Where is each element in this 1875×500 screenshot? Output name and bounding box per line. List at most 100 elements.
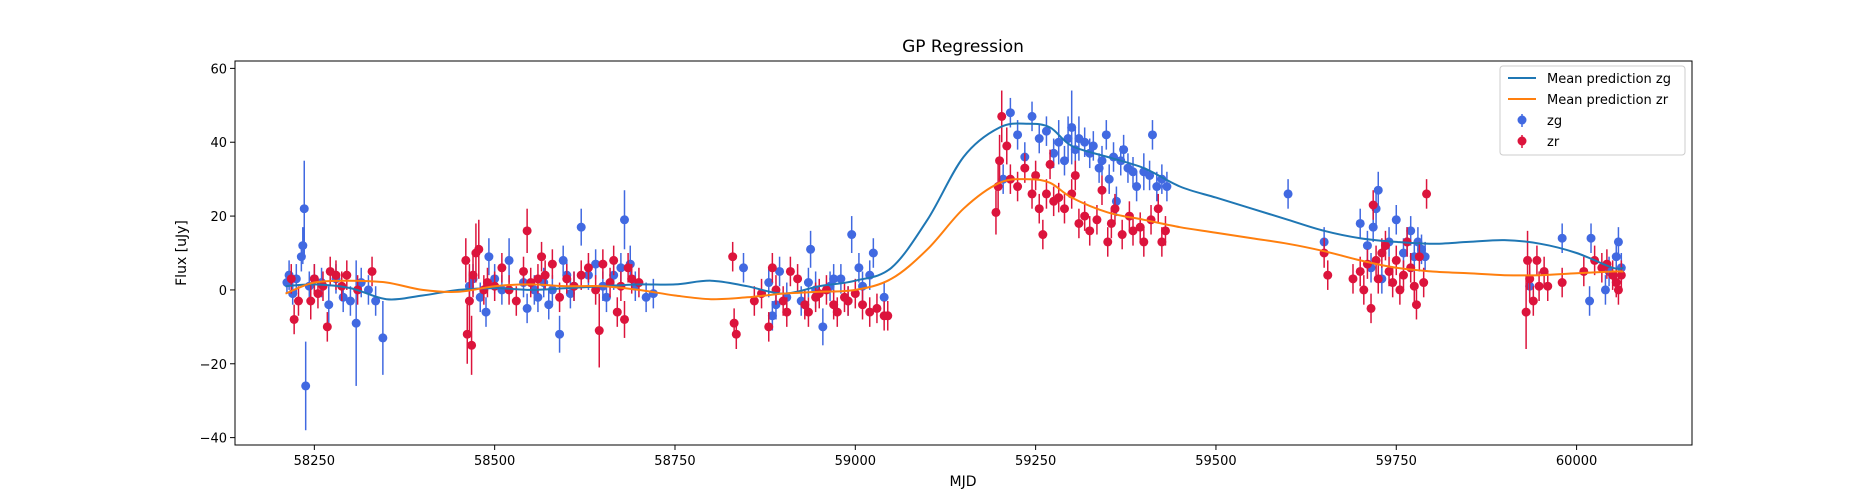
- x-axis-label: MJD: [950, 474, 977, 490]
- data-point: [1027, 189, 1037, 199]
- data-point: [1013, 130, 1023, 140]
- data-point: [289, 314, 299, 324]
- data-point: [511, 296, 521, 306]
- data-point: [1373, 185, 1383, 195]
- data-point: [1366, 303, 1376, 313]
- data-point: [601, 292, 611, 302]
- data-point: [537, 252, 547, 262]
- x-tick-label: 58500: [474, 454, 515, 469]
- x-tick-label: 59000: [835, 454, 876, 469]
- data-point: [1523, 255, 1533, 265]
- data-point: [298, 241, 308, 251]
- data-point: [1085, 226, 1095, 236]
- data-point: [865, 307, 875, 317]
- data-point: [1088, 141, 1098, 151]
- data-point: [481, 307, 491, 317]
- data-point: [1110, 204, 1120, 214]
- y-tick-label: 60: [210, 62, 227, 77]
- data-point: [1323, 270, 1333, 280]
- data-point: [474, 244, 484, 254]
- data-point: [782, 307, 792, 317]
- data-point: [767, 263, 777, 273]
- data-point: [793, 274, 803, 284]
- data-point: [1092, 215, 1102, 225]
- data-point: [1054, 193, 1064, 203]
- data-point: [1104, 174, 1114, 184]
- data-point: [309, 274, 319, 284]
- data-point: [1373, 274, 1383, 284]
- data-point: [462, 329, 472, 339]
- data-point: [378, 333, 388, 343]
- data-point: [324, 300, 334, 310]
- data-point: [619, 215, 629, 225]
- data-point: [1600, 285, 1610, 295]
- data-point: [1557, 233, 1567, 243]
- chart-title: GP Regression: [902, 37, 1024, 57]
- data-point: [565, 289, 575, 299]
- data-point: [1059, 204, 1069, 214]
- plot-frame: [234, 60, 1693, 446]
- data-point: [1117, 230, 1127, 240]
- data-point: [322, 322, 332, 332]
- line-mean-prediction-zr: [285, 178, 1624, 301]
- data-point: [1101, 130, 1111, 140]
- data-point: [293, 296, 303, 306]
- data-point: [764, 278, 774, 288]
- data-point: [286, 274, 296, 284]
- data-point: [764, 322, 774, 332]
- data-point: [497, 263, 507, 273]
- data-point: [1049, 148, 1059, 158]
- data-point: [1157, 237, 1167, 247]
- data-point: [1406, 226, 1416, 236]
- data-point: [858, 300, 868, 310]
- data-point: [351, 318, 361, 328]
- data-point: [1135, 222, 1145, 232]
- data-point: [1398, 270, 1408, 280]
- data-point: [484, 252, 494, 262]
- data-point: [1616, 270, 1626, 280]
- data-point: [1002, 141, 1012, 151]
- data-point: [540, 270, 550, 280]
- data-point: [1054, 137, 1064, 147]
- data-point: [482, 278, 492, 288]
- data-point: [1543, 281, 1553, 291]
- data-point: [1041, 189, 1051, 199]
- data-point: [883, 311, 893, 321]
- data-point: [623, 263, 633, 273]
- data-point: [1359, 285, 1369, 295]
- x-tick-label: 59500: [1195, 454, 1236, 469]
- data-point: [1579, 266, 1589, 276]
- data-point: [868, 248, 878, 258]
- data-point: [739, 263, 749, 273]
- data-point: [306, 296, 316, 306]
- data-point: [1162, 182, 1172, 192]
- data-point: [728, 252, 738, 262]
- data-point: [806, 244, 816, 254]
- axes: [234, 60, 1693, 446]
- data-point: [1411, 300, 1421, 310]
- data-point: [547, 259, 557, 269]
- data-point: [576, 222, 586, 232]
- data-point: [1406, 263, 1416, 273]
- data-point: [627, 274, 637, 284]
- data-point: [1585, 296, 1595, 306]
- data-point: [1045, 159, 1055, 169]
- data-point: [1145, 170, 1155, 180]
- data-point: [558, 255, 568, 265]
- y-tick-label: 20: [210, 210, 227, 225]
- x-tick-label: 58750: [654, 454, 695, 469]
- data-point: [829, 300, 839, 310]
- data-point: [533, 274, 543, 284]
- data-point: [1128, 167, 1138, 177]
- data-point: [1419, 278, 1429, 288]
- data-point: [829, 274, 839, 284]
- data-point: [1391, 215, 1401, 225]
- data-point: [1362, 241, 1372, 251]
- data-point: [1097, 156, 1107, 166]
- legend: Mean prediction zg Mean prediction zr zg…: [1499, 65, 1686, 156]
- data-point: [803, 307, 813, 317]
- data-point: [767, 311, 777, 321]
- data-point: [854, 263, 864, 273]
- y-axis-label: Flux [uJy]: [174, 220, 190, 286]
- data-point: [1034, 134, 1044, 144]
